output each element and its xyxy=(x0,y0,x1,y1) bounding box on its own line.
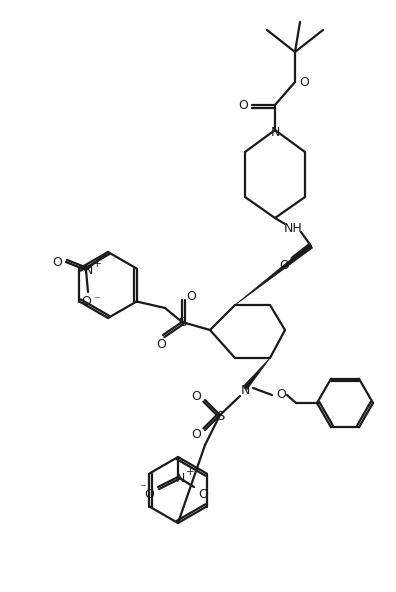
Text: +: + xyxy=(93,259,101,269)
Text: O: O xyxy=(279,259,289,272)
Text: O: O xyxy=(276,388,286,401)
Polygon shape xyxy=(235,244,312,305)
Text: O: O xyxy=(191,427,201,440)
Text: N: N xyxy=(83,263,93,276)
Text: O: O xyxy=(299,76,309,88)
Text: +: + xyxy=(186,467,194,477)
Text: O: O xyxy=(191,390,201,403)
Text: O: O xyxy=(238,98,248,111)
Text: S: S xyxy=(216,410,224,423)
Text: NH: NH xyxy=(284,221,303,234)
Text: O: O xyxy=(156,339,166,352)
Text: N: N xyxy=(175,472,185,485)
Text: ⁻: ⁻ xyxy=(93,294,99,307)
Text: O: O xyxy=(186,289,196,303)
Text: ⁻: ⁻ xyxy=(139,482,145,496)
Polygon shape xyxy=(243,358,270,390)
Text: O: O xyxy=(81,294,91,307)
Text: N: N xyxy=(240,384,250,397)
Text: O: O xyxy=(198,488,208,501)
Text: O: O xyxy=(144,488,154,501)
Text: N: N xyxy=(270,126,280,139)
Text: S: S xyxy=(178,316,186,329)
Text: O: O xyxy=(52,256,62,269)
